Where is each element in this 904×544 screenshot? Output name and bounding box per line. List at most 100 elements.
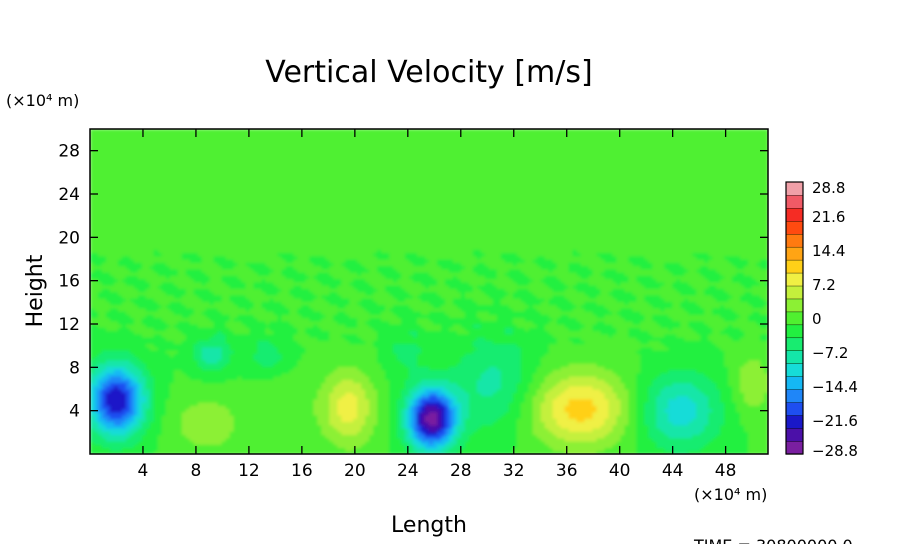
heatmap-cell (221, 408, 227, 413)
heatmap-cell (644, 405, 649, 410)
heatmap-cell (552, 434, 558, 439)
heatmap-cell (664, 424, 669, 429)
heatmap-cell (464, 398, 470, 403)
heatmap-cell (201, 450, 207, 454)
heatmap-cell (564, 395, 570, 400)
heatmap-cell (644, 402, 649, 406)
heatmap-cell (425, 437, 430, 442)
heatmap-cell (760, 405, 765, 410)
heatmap-cell (556, 402, 562, 406)
heatmap-cell (700, 437, 705, 442)
heatmap-cell (596, 441, 602, 445)
heatmap-cell (680, 431, 685, 436)
heatmap-cell (421, 421, 426, 426)
heatmap-cell (584, 402, 590, 406)
heatmap-cell (456, 418, 462, 423)
heatmap-cell (432, 441, 438, 445)
heatmap-cell (261, 424, 267, 429)
heatmap-cell (425, 450, 430, 454)
heatmap-cell (732, 444, 737, 449)
heatmap-cell (113, 408, 119, 413)
heatmap-cell (536, 415, 542, 419)
heatmap-cell (373, 395, 378, 400)
heatmap-cell (668, 421, 673, 426)
heatmap-cell (217, 428, 223, 432)
heatmap-cell (185, 411, 191, 416)
heatmap-cell (728, 402, 733, 406)
heatmap-cell (612, 424, 618, 429)
heatmap-cell (756, 405, 761, 410)
heatmap-cell (377, 447, 382, 452)
heatmap-cell (153, 392, 159, 397)
heatmap-cell (584, 415, 590, 419)
heatmap-cell (373, 398, 378, 403)
heatmap-cell (101, 392, 107, 397)
heatmap-cell (217, 434, 223, 439)
heatmap-cell (584, 418, 590, 423)
heatmap-cell (548, 398, 554, 403)
heatmap-cell (436, 402, 442, 406)
heatmap-cell (540, 398, 546, 403)
heatmap-cell (245, 424, 251, 429)
heatmap-cell (728, 398, 733, 403)
heatmap-cell (269, 405, 275, 410)
heatmap-cell (440, 431, 446, 436)
heatmap-cell (225, 418, 231, 423)
heatmap-cell (736, 408, 741, 413)
heatmap-cell (409, 408, 414, 413)
heatmap-cell (496, 392, 502, 397)
heatmap-cell (113, 444, 119, 449)
heatmap-cell (265, 428, 271, 432)
heatmap-cell (748, 431, 753, 436)
heatmap-cell (508, 418, 514, 423)
heatmap-cell (261, 411, 267, 416)
heatmap-cell (596, 395, 602, 400)
heatmap-cell (329, 428, 334, 432)
heatmap-cell (708, 437, 713, 442)
heatmap-cell (93, 392, 99, 397)
heatmap-cell (117, 437, 123, 442)
heatmap-cell (137, 444, 143, 449)
heatmap-cell (369, 450, 374, 454)
heatmap-cell (688, 424, 693, 429)
heatmap-cell (524, 395, 530, 400)
heatmap-cell (672, 392, 677, 397)
heatmap-cell (748, 408, 753, 413)
heatmap-cell (269, 431, 275, 436)
heatmap-cell (760, 444, 765, 449)
heatmap-cell (688, 408, 693, 413)
heatmap-cell (325, 392, 330, 397)
heatmap-cell (277, 434, 283, 439)
heatmap-cell (640, 431, 645, 436)
heatmap-cell (169, 408, 175, 413)
heatmap-cell (329, 450, 334, 454)
heatmap-cell (700, 441, 705, 445)
heatmap-cell (361, 408, 366, 413)
heatmap-cell (580, 434, 586, 439)
heatmap-cell (732, 398, 737, 403)
heatmap-cell (568, 421, 574, 426)
heatmap-cell (109, 402, 115, 406)
heatmap-cell (309, 392, 314, 397)
heatmap-cell (456, 447, 462, 452)
heatmap-cell (764, 418, 768, 423)
heatmap-cell (664, 408, 669, 413)
heatmap-cell (225, 421, 231, 426)
heatmap-cell (165, 424, 171, 429)
heatmap-cell (672, 415, 677, 419)
heatmap-cell (632, 424, 637, 429)
heatmap-cell (576, 402, 582, 406)
heatmap-cell (381, 395, 386, 400)
heatmap-cell (608, 424, 614, 429)
heatmap-cell (421, 405, 426, 410)
heatmap-cell (656, 418, 661, 423)
heatmap-cell (101, 447, 107, 452)
heatmap-cell (317, 408, 322, 413)
heatmap-cell (105, 437, 111, 442)
heatmap-cell (341, 415, 346, 419)
heatmap-cell (389, 395, 394, 400)
heatmap-cell (468, 392, 474, 397)
heatmap-cell (464, 395, 470, 400)
heatmap-cell (141, 450, 147, 454)
heatmap-cell (141, 428, 147, 432)
